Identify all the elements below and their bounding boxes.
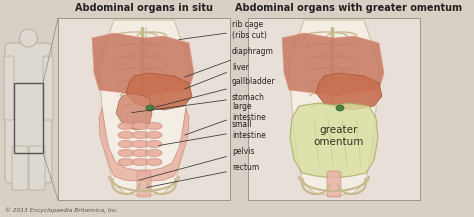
- Ellipse shape: [132, 140, 148, 148]
- Text: stomach: stomach: [132, 92, 265, 113]
- FancyBboxPatch shape: [58, 18, 230, 200]
- Text: rectum: rectum: [147, 163, 259, 187]
- FancyBboxPatch shape: [43, 56, 53, 120]
- FancyBboxPatch shape: [5, 43, 52, 183]
- FancyBboxPatch shape: [137, 171, 151, 197]
- Text: Abdominal organs with greater omentum: Abdominal organs with greater omentum: [236, 3, 463, 13]
- Text: large
intestine: large intestine: [184, 102, 266, 135]
- Text: gallbladder: gallbladder: [155, 77, 275, 107]
- Ellipse shape: [336, 105, 344, 111]
- Text: small
intestine: small intestine: [159, 120, 266, 146]
- Polygon shape: [116, 93, 152, 130]
- Text: rib cage
(ribs cut): rib cage (ribs cut): [179, 20, 267, 40]
- Polygon shape: [99, 108, 189, 181]
- Ellipse shape: [132, 132, 148, 138]
- FancyBboxPatch shape: [327, 171, 341, 197]
- Ellipse shape: [118, 158, 134, 166]
- Polygon shape: [282, 33, 384, 96]
- Polygon shape: [289, 20, 379, 196]
- Ellipse shape: [118, 123, 134, 130]
- Polygon shape: [316, 73, 382, 110]
- Text: liver: liver: [184, 62, 249, 89]
- FancyBboxPatch shape: [29, 146, 45, 190]
- Polygon shape: [92, 33, 194, 96]
- Ellipse shape: [132, 150, 148, 156]
- Polygon shape: [99, 20, 189, 196]
- FancyBboxPatch shape: [4, 56, 14, 120]
- Polygon shape: [126, 73, 192, 110]
- Ellipse shape: [146, 132, 162, 138]
- FancyBboxPatch shape: [248, 18, 420, 200]
- Text: diaphragm: diaphragm: [184, 48, 274, 77]
- Ellipse shape: [19, 29, 37, 47]
- Ellipse shape: [146, 105, 154, 111]
- Ellipse shape: [146, 140, 162, 148]
- Ellipse shape: [146, 158, 162, 166]
- Ellipse shape: [118, 140, 134, 148]
- Ellipse shape: [146, 150, 162, 156]
- Text: greater
omentum: greater omentum: [314, 125, 364, 147]
- Text: Abdominal organs in situ: Abdominal organs in situ: [75, 3, 213, 13]
- Ellipse shape: [118, 132, 134, 138]
- Polygon shape: [290, 103, 378, 178]
- Text: © 2013 Encyclopaedia Britannica, Inc.: © 2013 Encyclopaedia Britannica, Inc.: [5, 207, 118, 213]
- FancyBboxPatch shape: [12, 146, 28, 190]
- Ellipse shape: [132, 123, 148, 130]
- Ellipse shape: [132, 158, 148, 166]
- Ellipse shape: [118, 150, 134, 156]
- Text: pelvis: pelvis: [139, 148, 255, 180]
- Ellipse shape: [146, 123, 162, 130]
